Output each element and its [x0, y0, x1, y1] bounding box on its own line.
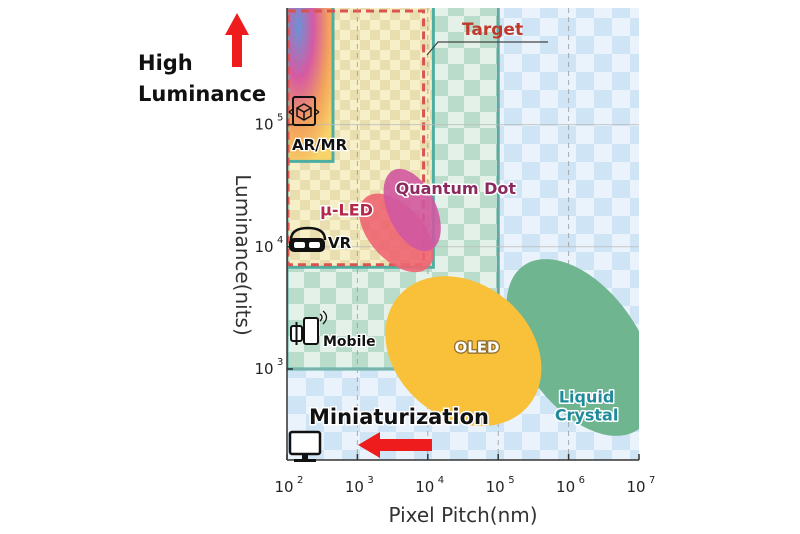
y-tick-label-exponent: 5	[277, 113, 283, 124]
ar-mr-label: AR/MR	[292, 136, 348, 154]
x-tick-label-base: 10	[626, 478, 645, 496]
mu-led-label: μ-LED	[320, 201, 373, 220]
y-axis-title: Luminance(nits)	[231, 174, 255, 336]
display-screen	[288, 430, 322, 456]
quantum-dot-ellipse	[383, 168, 441, 252]
headset-visor	[289, 238, 325, 252]
y-tick-label-base: 10	[254, 116, 273, 134]
vr-headset-icon	[289, 226, 327, 252]
display-icon	[288, 430, 322, 462]
target-region-border	[287, 9, 426, 267]
liquid-crystal-label: Liquid	[559, 387, 614, 406]
mu-led-ellipse	[359, 193, 434, 273]
mobile-label: Mobile	[323, 334, 376, 350]
x-tick-label-exponent: 5	[508, 475, 514, 486]
ar-cube-icon	[288, 96, 320, 126]
headset-strap	[289, 226, 327, 241]
vr-region-border	[287, 8, 435, 269]
ar-arrows	[288, 108, 320, 116]
headset-lens-right	[309, 242, 320, 248]
display-stand	[302, 454, 308, 459]
headset-lens-left	[294, 242, 305, 248]
icons	[288, 96, 328, 462]
x-tick-label-exponent: 7	[649, 475, 655, 486]
display-base	[294, 459, 316, 462]
miniaturization-arrow	[358, 432, 432, 458]
y-tick-label-base: 10	[254, 238, 273, 256]
ar-mr-region	[287, 8, 333, 162]
y-tick-label-exponent: 4	[277, 235, 283, 246]
x-tick-label-exponent: 6	[579, 475, 585, 486]
x-tick-label-exponent: 3	[367, 475, 373, 486]
y-tick-label-base: 10	[254, 360, 273, 378]
x-axis-title: Pixel Pitch(nm)	[388, 503, 537, 527]
oled-ellipse	[385, 276, 542, 427]
target-leader-line	[426, 41, 548, 56]
liquid-crystal-ellipse	[506, 259, 639, 436]
x-tick-label-base: 10	[274, 478, 293, 496]
x-tick-label-base: 10	[556, 478, 575, 496]
wireless-waves	[319, 310, 328, 325]
high-luminance-arrow	[225, 13, 249, 67]
technology-ellipses	[359, 168, 639, 436]
vr-label: VR	[328, 234, 352, 252]
y-tick-label-exponent: 3	[277, 357, 283, 368]
oled-label: OLED	[454, 339, 499, 357]
watch-phone-icon	[290, 310, 328, 345]
x-tick-label-base: 10	[486, 478, 505, 496]
phone-shape	[303, 317, 319, 345]
x-tick-label-base: 10	[415, 478, 434, 496]
high-luminance-label-line1: High	[138, 51, 193, 75]
liquid-crystal-label: Crystal	[555, 405, 619, 424]
high-luminance-label-line2: Luminance	[138, 82, 266, 106]
x-tick-label-exponent: 4	[438, 475, 444, 486]
quantum-dot-label: Quantum Dot	[396, 179, 517, 198]
miniaturization-label: Miniaturization	[309, 405, 489, 429]
x-tick-label-exponent: 2	[297, 475, 303, 486]
x-tick-label-base: 10	[345, 478, 364, 496]
target-label: Target	[462, 20, 523, 40]
ar-mr-region-border	[287, 8, 335, 163]
ar-device-frame	[292, 96, 316, 126]
